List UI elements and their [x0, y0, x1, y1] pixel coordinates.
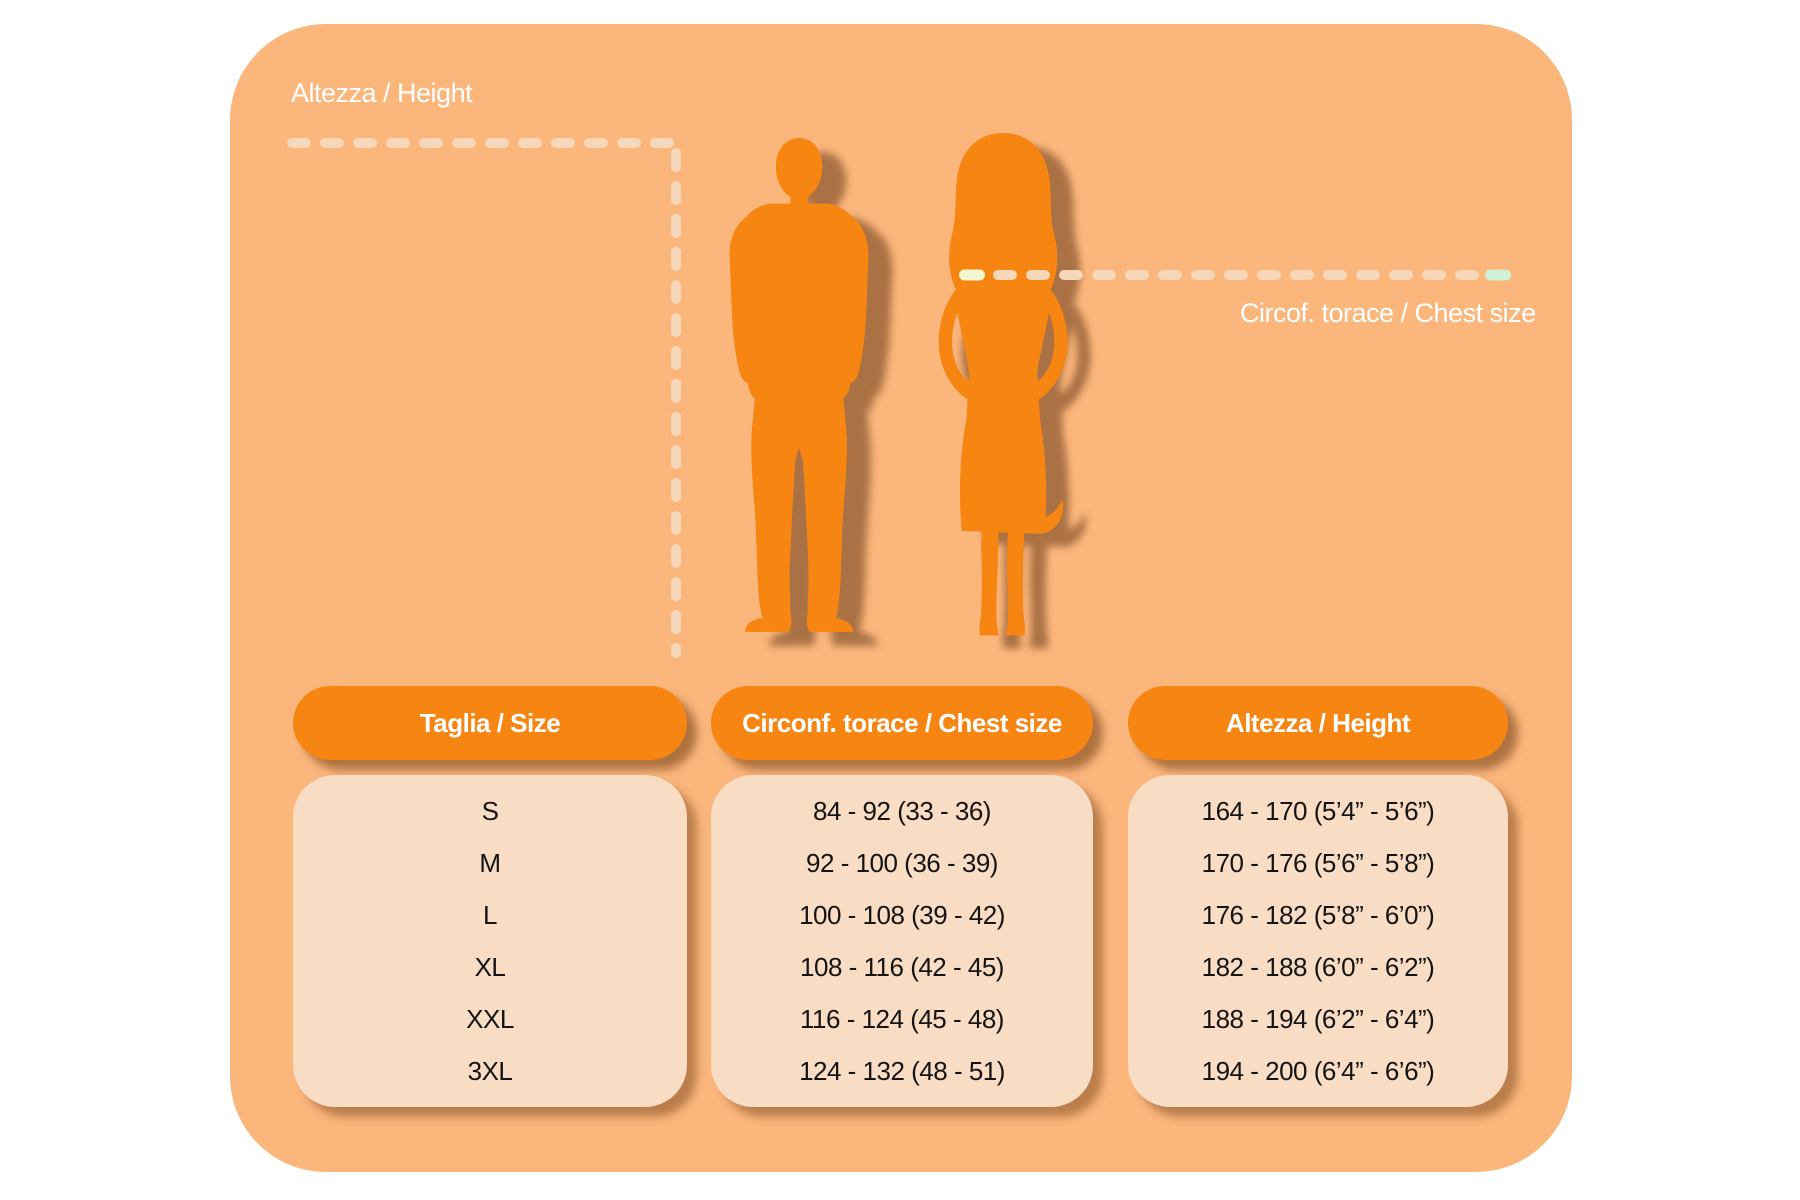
- table-cell: 116 - 124 (45 - 48): [800, 1003, 1004, 1034]
- table-cell: 3XL: [467, 1055, 513, 1086]
- table-cell: L: [483, 899, 497, 930]
- table-cell: 170 - 176 (5’6” - 5’8”): [1201, 847, 1435, 878]
- table-cell: 182 - 188 (6’0” - 6’2”): [1201, 951, 1435, 982]
- table-cell: 108 - 116 (42 - 45): [800, 951, 1004, 982]
- height-column-body: 164 - 170 (5’4” - 5’6”) 170 - 176 (5’6” …: [1128, 775, 1508, 1107]
- table-cell: 124 - 132 (48 - 51): [799, 1055, 1005, 1086]
- column-header-chest: Circonf. torace / Chest size: [711, 686, 1093, 760]
- size-column: Taglia / Size S M L XL XXL 3XL: [293, 686, 687, 1107]
- size-column-body: S M L XL XXL 3XL: [293, 775, 687, 1107]
- table-cell: M: [479, 847, 501, 878]
- table-cell: 92 - 100 (36 - 39): [806, 847, 998, 878]
- table-cell: 164 - 170 (5’4” - 5’6”): [1201, 795, 1435, 826]
- table-cell: 188 - 194 (6’2” - 6’4”): [1201, 1003, 1435, 1034]
- table-cell: 84 - 92 (33 - 36): [813, 795, 991, 826]
- table-cell: 176 - 182 (5’8” - 6’0”): [1201, 899, 1435, 930]
- column-header-height: Altezza / Height: [1128, 686, 1508, 760]
- table-cell: XL: [474, 951, 506, 982]
- height-axis-label: Altezza / Height: [291, 78, 473, 108]
- table-cell: 194 - 200 (6’4” - 6’6”): [1201, 1055, 1435, 1086]
- height-column: Altezza / Height 164 - 170 (5’4” - 5’6”)…: [1128, 686, 1508, 1107]
- column-header-size: Taglia / Size: [293, 686, 687, 760]
- table-cell: 100 - 108 (39 - 42): [799, 899, 1005, 930]
- chest-column: Circonf. torace / Chest size 84 - 92 (33…: [711, 686, 1093, 1107]
- table-cell: XXL: [466, 1003, 514, 1034]
- chest-axis-label: Circof. torace / Chest size: [1240, 298, 1536, 328]
- chest-column-body: 84 - 92 (33 - 36) 92 - 100 (36 - 39) 100…: [711, 775, 1093, 1107]
- table-cell: S: [481, 795, 499, 826]
